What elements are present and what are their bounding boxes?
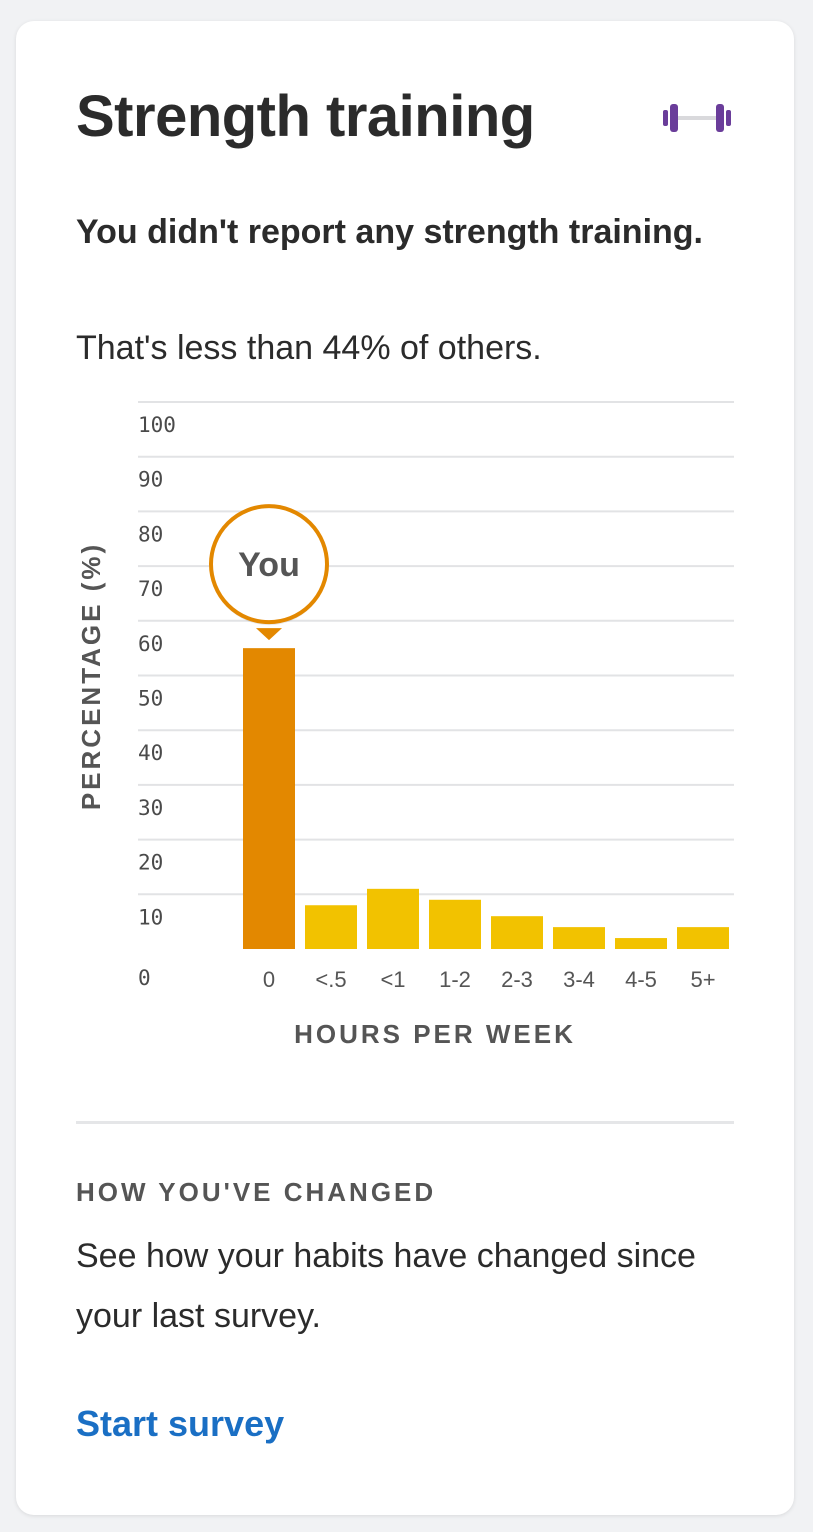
bar-5 (553, 927, 605, 949)
hours-per-week-chart: 0 10 20 30 40 50 60 70 80 90 100 0 <.5 <1 1-2 2-3 3-4 4-5… (76, 401, 734, 1049)
x-tick-label: 2-3 (501, 967, 533, 992)
you-marker (209, 504, 329, 625)
bar-7 (677, 927, 729, 949)
y-tick-label: 20 (138, 851, 163, 875)
bar-3 (429, 899, 481, 949)
bar-1 (305, 905, 357, 949)
start-survey-link[interactable]: Start survey (76, 1403, 285, 1444)
divider (76, 1121, 734, 1124)
bar-6 (615, 938, 667, 949)
y-axis-label: PERCENTAGE (%) (76, 542, 106, 810)
y-tick-label: 80 (138, 522, 163, 546)
y-tick-label: 90 (138, 468, 163, 492)
y-tick-label: 50 (138, 687, 163, 711)
y-tick-label: 40 (138, 741, 163, 765)
x-tick-label: 5+ (690, 967, 715, 992)
y-tick-label: 0 (138, 966, 151, 990)
marker-pointer (256, 628, 282, 641)
y-tick-label: 30 (138, 796, 163, 820)
comparison-text: That's less than 44% of others. (76, 329, 542, 367)
x-tick-label: 1-2 (439, 967, 471, 992)
section-text: See how your habits have changed since y… (76, 1237, 696, 1335)
y-tick-label: 10 (138, 905, 163, 929)
x-tick-label: 4-5 (625, 967, 657, 992)
y-tick-label: 70 (138, 577, 163, 601)
bar-4 (491, 916, 543, 949)
dumbbell-icon (663, 104, 731, 132)
x-axis-label: HOURS PER WEEK (294, 1019, 576, 1049)
x-tick-label: <.5 (315, 967, 346, 992)
y-tick-label: 100 (138, 413, 176, 437)
section-label: HOW YOU'VE CHANGED (76, 1177, 437, 1207)
card-title: Strength training (76, 84, 535, 149)
x-tick-label: 0 (263, 967, 275, 992)
y-tick-label: 60 (138, 632, 163, 656)
x-tick-label: 3-4 (563, 967, 595, 992)
you-marker-label: You (238, 546, 300, 584)
strength-training-card: Strength training You didn't report any … (16, 21, 794, 1515)
x-tick-label: <1 (380, 967, 405, 992)
bar-2 (367, 888, 419, 949)
headline: You didn't report any strength training. (76, 213, 704, 251)
bar-0 (243, 648, 295, 949)
